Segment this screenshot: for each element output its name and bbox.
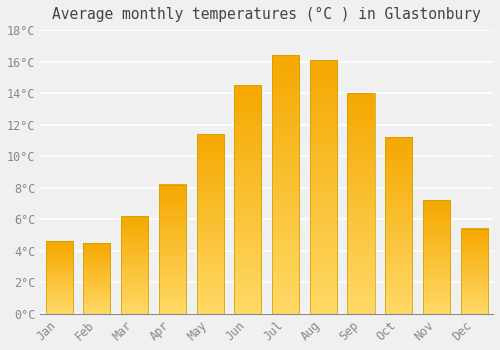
Title: Average monthly temperatures (°C ) in Glastonbury: Average monthly temperatures (°C ) in Gl… bbox=[52, 7, 481, 22]
